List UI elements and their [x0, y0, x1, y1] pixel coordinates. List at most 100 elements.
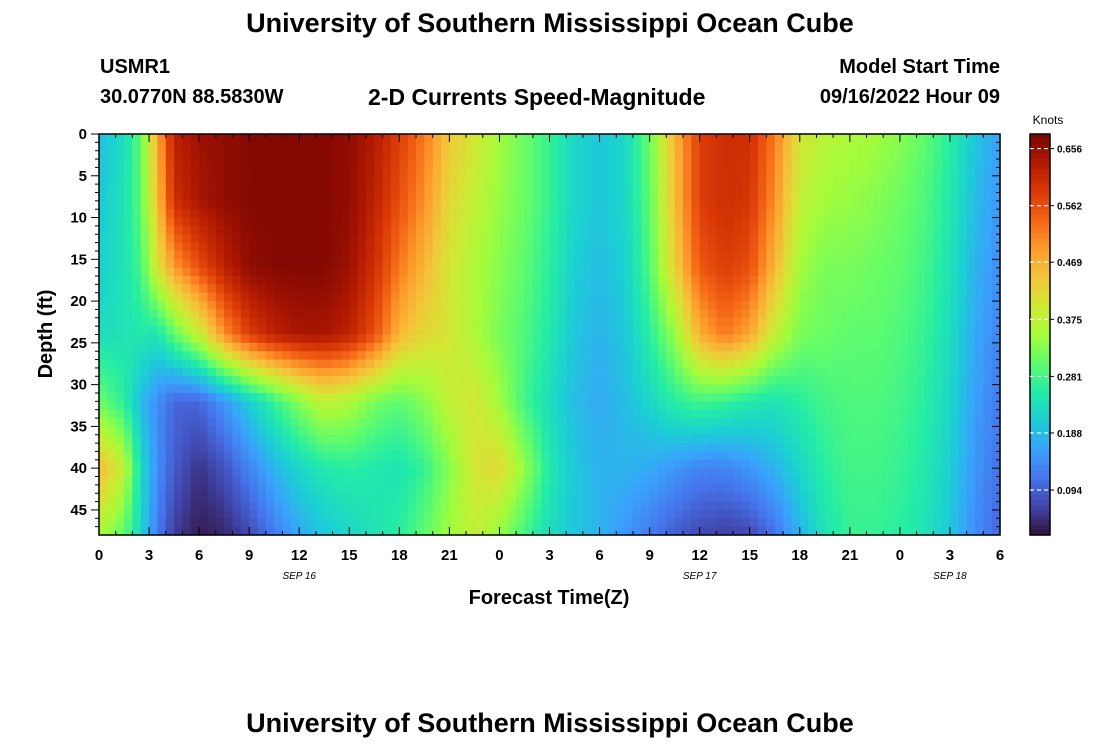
heatmap-cell	[115, 468, 125, 478]
heatmap-cell	[299, 192, 309, 202]
heatmap-cell	[808, 267, 818, 277]
heatmap-cell	[874, 209, 884, 219]
heatmap-cell	[157, 175, 167, 185]
heatmap-cell	[908, 309, 918, 319]
heatmap-cell	[774, 476, 784, 486]
heatmap-cell	[115, 401, 125, 411]
heatmap-cell	[991, 309, 1001, 319]
heatmap-cell	[824, 426, 834, 436]
heatmap-cell	[616, 242, 626, 252]
heatmap-cell	[107, 150, 117, 160]
heatmap-cell	[841, 276, 851, 285]
heatmap-cell	[332, 359, 342, 369]
heatmap-cell	[974, 392, 984, 402]
heatmap-cell	[974, 384, 984, 394]
heatmap-cell	[741, 334, 751, 344]
heatmap-cell	[699, 367, 709, 377]
heatmap-cell	[399, 376, 409, 386]
heatmap-cell	[908, 200, 918, 210]
heatmap-cell	[240, 317, 250, 327]
heatmap-cell	[566, 184, 576, 194]
heatmap-cell	[691, 259, 701, 269]
heatmap-cell	[733, 342, 742, 352]
heatmap-cell	[432, 167, 442, 177]
heatmap-cell	[499, 443, 509, 453]
heatmap-cell	[190, 493, 200, 503]
heatmap-cell	[524, 175, 534, 185]
heatmap-cell	[866, 326, 876, 336]
heatmap-cell	[240, 493, 250, 503]
heatmap-cell	[841, 301, 851, 311]
heatmap-cell	[574, 284, 584, 294]
heatmap-cell	[808, 418, 818, 427]
heatmap-cell	[299, 326, 309, 336]
heatmap-cell	[499, 459, 509, 469]
heatmap-cell	[841, 342, 851, 352]
heatmap-cell	[174, 351, 184, 361]
heatmap-cell	[641, 384, 651, 394]
heatmap-cell	[574, 134, 584, 143]
heatmap-cell	[924, 250, 934, 260]
heatmap-cell	[174, 484, 184, 494]
heatmap-cell	[758, 434, 767, 444]
heatmap-cell	[399, 167, 409, 177]
heatmap-cell	[549, 451, 559, 461]
heatmap-cell	[249, 267, 259, 277]
heatmap-cell	[399, 468, 409, 478]
heatmap-cell	[99, 376, 108, 386]
heatmap-cell	[632, 418, 642, 427]
heatmap-cell	[791, 484, 801, 494]
heatmap-cell	[99, 418, 108, 427]
heatmap-cell	[424, 401, 434, 411]
heatmap-cell	[983, 451, 993, 461]
heatmap-cell	[899, 267, 909, 277]
heatmap-cell	[866, 142, 876, 152]
heatmap-cell	[315, 392, 325, 402]
heatmap-cell	[841, 192, 851, 202]
heatmap-cell	[591, 359, 601, 369]
heatmap-cell	[215, 192, 225, 202]
heatmap-cell	[399, 267, 409, 277]
heatmap-cell	[833, 409, 843, 419]
heatmap-cell	[624, 459, 634, 469]
heatmap-cell	[949, 217, 959, 227]
heatmap-cell	[841, 434, 851, 444]
heatmap-cell	[733, 184, 742, 194]
heatmap-cell	[858, 159, 868, 169]
heatmap-cell	[541, 418, 551, 427]
heatmap-cell	[974, 284, 984, 294]
heatmap-cell	[758, 159, 767, 169]
heatmap-cell	[240, 326, 250, 336]
heatmap-cell	[457, 367, 467, 377]
heatmap-cell	[140, 217, 150, 227]
heatmap-cell	[107, 334, 117, 344]
heatmap-cell	[124, 351, 133, 361]
heatmap-cell	[966, 501, 976, 511]
heatmap-cell	[708, 468, 717, 478]
heatmap-cell	[891, 334, 901, 344]
heatmap-cell	[374, 459, 384, 469]
heatmap-cell	[541, 384, 551, 394]
heatmap-cell	[441, 175, 450, 185]
heatmap-cell	[991, 134, 1001, 143]
heatmap-cell	[340, 184, 350, 194]
heatmap-cell	[624, 134, 634, 143]
heatmap-cell	[224, 217, 234, 227]
heatmap-cell	[324, 301, 334, 311]
heatmap-cell	[466, 426, 476, 436]
heatmap-cell	[733, 376, 742, 386]
heatmap-cell	[599, 342, 609, 352]
heatmap-cell	[199, 384, 209, 394]
heatmap-cell	[557, 509, 567, 519]
heatmap-cell	[716, 401, 726, 411]
heatmap-cell	[791, 367, 801, 377]
heatmap-cell	[791, 376, 801, 386]
heatmap-cell	[407, 418, 417, 427]
heatmap-cell	[724, 409, 734, 419]
heatmap-cell	[374, 409, 384, 419]
heatmap-cell	[632, 501, 642, 511]
heatmap-cell	[557, 301, 567, 311]
heatmap-cell	[407, 376, 417, 386]
heatmap-cell	[499, 276, 509, 285]
heatmap-cell	[624, 184, 634, 194]
